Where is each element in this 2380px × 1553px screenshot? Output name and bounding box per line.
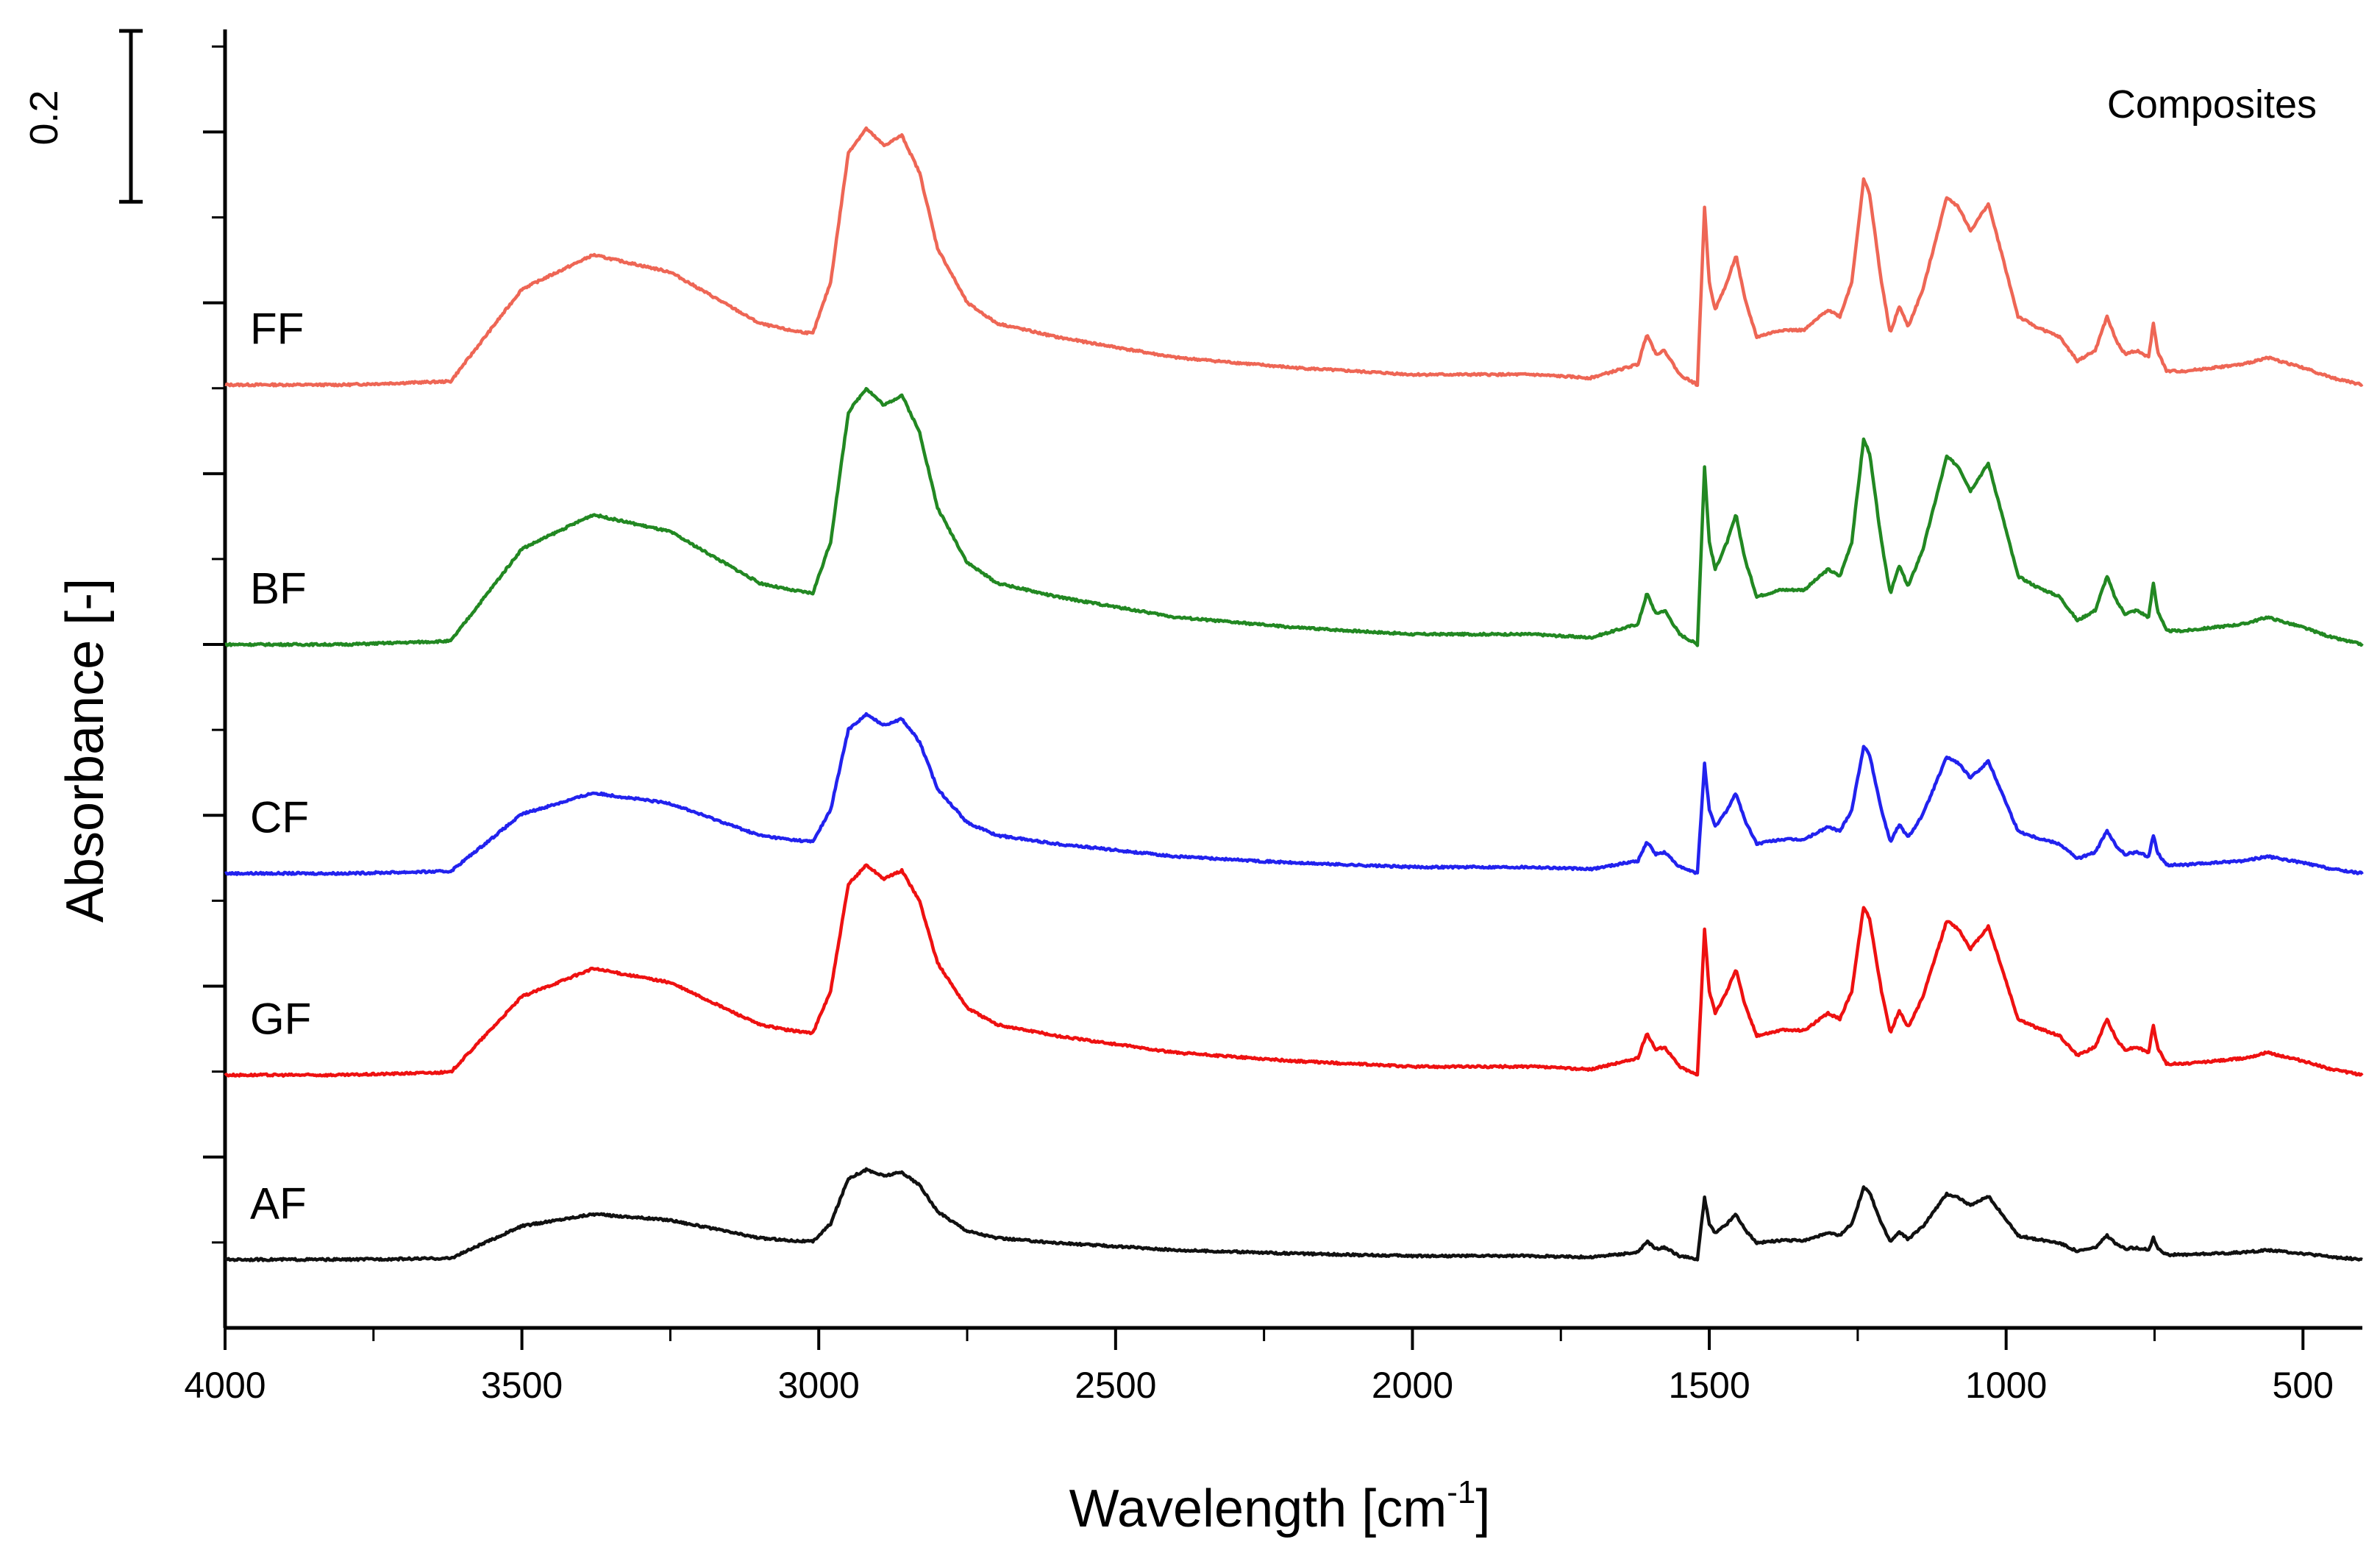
series-ff-label: FF xyxy=(250,304,304,353)
x-axis-title-superscript: -1 xyxy=(1447,1474,1475,1510)
x-tick-label: 2500 xyxy=(1075,1365,1156,1406)
chart-title: Composites xyxy=(2107,82,2317,127)
labels-group: Composites Absorbance [-] Wavelength [cm… xyxy=(22,82,2317,1538)
x-tick-label: 3500 xyxy=(481,1365,563,1406)
x-axis-title: Wavelength [cm-1] xyxy=(1069,1474,1491,1538)
series-group xyxy=(224,126,2364,1262)
x-tick-label: 1000 xyxy=(1965,1365,2047,1406)
x-tick-label: 3000 xyxy=(778,1365,860,1406)
series-gf-line xyxy=(224,863,2364,1078)
x-axis-title-main: Wavelength [cm xyxy=(1069,1479,1447,1538)
scale-bar-label: 0.2 xyxy=(22,90,66,145)
x-tick-label: 500 xyxy=(2273,1365,2334,1406)
axes: 4000 3500 3000 2500 2000 1500 1000 500 xyxy=(119,29,2362,1406)
series-gf-label: GF xyxy=(250,995,311,1044)
series-cf-line xyxy=(224,711,2364,876)
series-bf-label: BF xyxy=(250,564,307,613)
x-axis-title-suffix: ] xyxy=(1475,1479,1490,1538)
series-bf-line xyxy=(224,386,2364,647)
series-af-line xyxy=(224,1167,2363,1262)
y-axis-title: Absorbance [-] xyxy=(56,578,115,923)
series-af-label: AF xyxy=(250,1179,307,1228)
series-ff-line xyxy=(224,126,2364,388)
x-tick-label: 2000 xyxy=(1372,1365,1453,1406)
x-tick-label: 1500 xyxy=(1668,1365,1750,1406)
x-tick-label: 4000 xyxy=(184,1365,266,1406)
series-cf-label: CF xyxy=(250,793,309,842)
